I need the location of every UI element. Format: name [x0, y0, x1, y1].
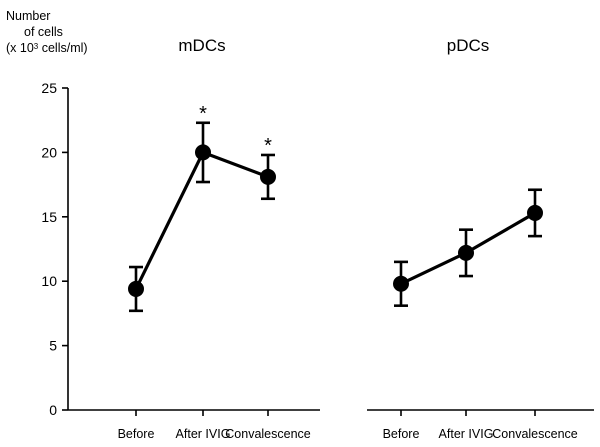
panel-1-data-point — [195, 144, 211, 161]
panel-1-significance-marker: * — [199, 103, 207, 125]
panel-1-data-point — [128, 280, 144, 297]
y-tick-label: 25 — [41, 80, 57, 96]
y-axis-title: Number of cells (x 103 cells/ml) — [6, 8, 106, 56]
panel-1-title: mDCs — [178, 36, 225, 55]
y-axis-unit-suffix: cells/ml) — [38, 41, 88, 55]
y-tick-label: 15 — [41, 209, 57, 225]
y-tick-label: 10 — [41, 273, 57, 289]
y-axis-unit-exponent: 3 — [33, 42, 39, 51]
panel-2-x-tick-label: Convalescence — [492, 427, 578, 441]
panel-2-data-point — [458, 244, 474, 261]
panel-1-significance-marker: * — [264, 135, 272, 157]
y-axis-title-line1: Number — [6, 9, 51, 23]
panel-1-x-tick-label: Convalescence — [225, 427, 311, 441]
y-axis-title-line2: of cells — [24, 25, 63, 39]
panel-1-x-tick-label: Before — [118, 427, 155, 441]
panel-2-x-tick-label: Before — [383, 427, 420, 441]
panel-1-x-tick-label: After IVIG — [176, 427, 231, 441]
y-tick-label: 0 — [49, 402, 57, 418]
panel-2-data-point — [527, 204, 543, 221]
y-tick-label: 5 — [49, 338, 57, 354]
panel-2-x-tick-label: After IVIG — [439, 427, 494, 441]
y-tick-label: 20 — [41, 144, 57, 160]
y-axis-title-line3: (x 103 cells/ml) — [6, 40, 106, 56]
panel-1-data-point — [260, 168, 276, 185]
y-axis-unit-prefix: (x 10 — [6, 41, 34, 55]
panel-2-data-point — [393, 275, 409, 292]
panel-2-title: pDCs — [447, 36, 490, 55]
